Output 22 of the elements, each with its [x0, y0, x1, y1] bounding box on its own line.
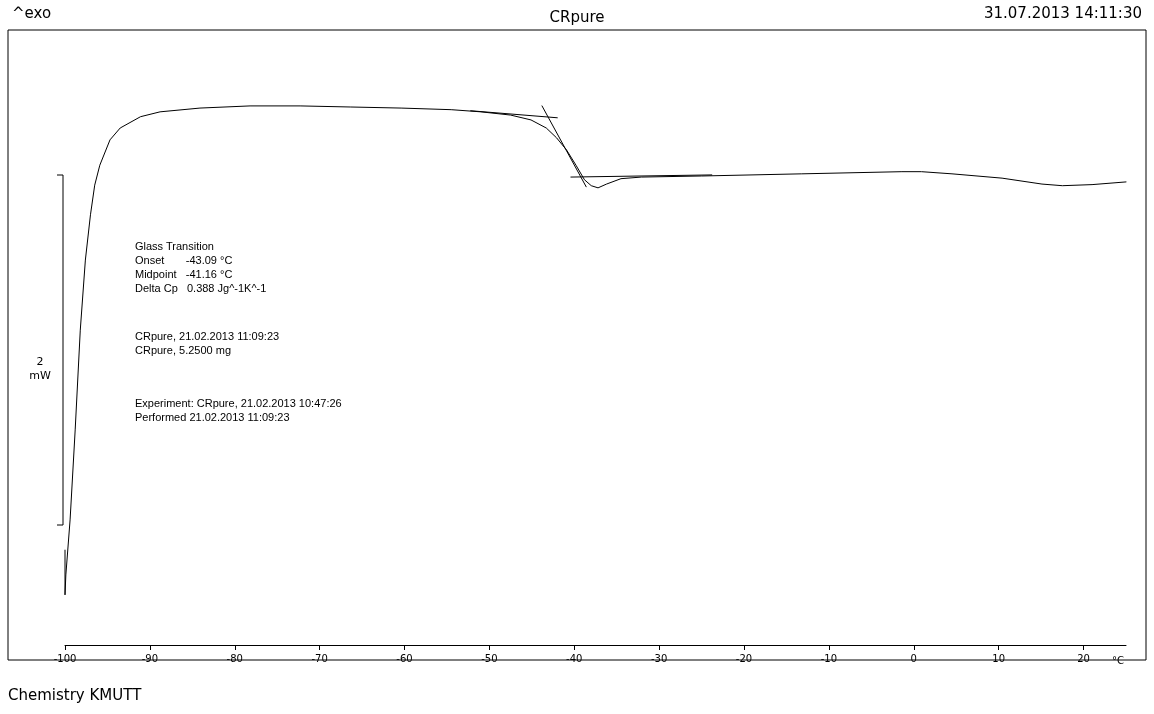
x-tick-label: -40: [566, 652, 583, 664]
x-tick-label: 10: [992, 652, 1006, 664]
x-tick-label: -90: [141, 652, 159, 664]
x-tick-label: -100: [53, 652, 77, 664]
annotation: CRpure, 21.02.2013 11:09:23 CRpure, 5.2500 mg: [135, 330, 280, 356]
text: 2 mW: [29, 354, 51, 382]
text: 31.07.2013 14:11:30: [983, 4, 1142, 22]
x-tick-label: -60: [396, 652, 413, 664]
x-tick-label: -50: [481, 652, 498, 664]
annotation: Experiment: CRpure, 21.02.2013 10:47:26 Performed 21.02.2013 11:09:23: [135, 397, 342, 423]
annotation: Glass Transition Onset -43.09 °C Midpoint -41.16 °C Delta Cp 0.388 Jg^-1K^-1: [135, 240, 267, 294]
x-axis-title: °C: [1112, 654, 1124, 666]
x-tick-label: 0: [910, 652, 917, 664]
x-tick-label: -70: [311, 652, 328, 664]
x-tick-label: -30: [650, 652, 668, 664]
x-tick-label: 20: [1077, 652, 1090, 664]
x-tick-label: -80: [226, 652, 243, 664]
text: ^exo: [12, 4, 52, 22]
x-tick-label: -20: [735, 652, 753, 664]
x-tick-label: -10: [820, 652, 838, 664]
chart-title: CRpure: [549, 7, 605, 26]
text: Chemistry KMUTT: [8, 686, 143, 704]
